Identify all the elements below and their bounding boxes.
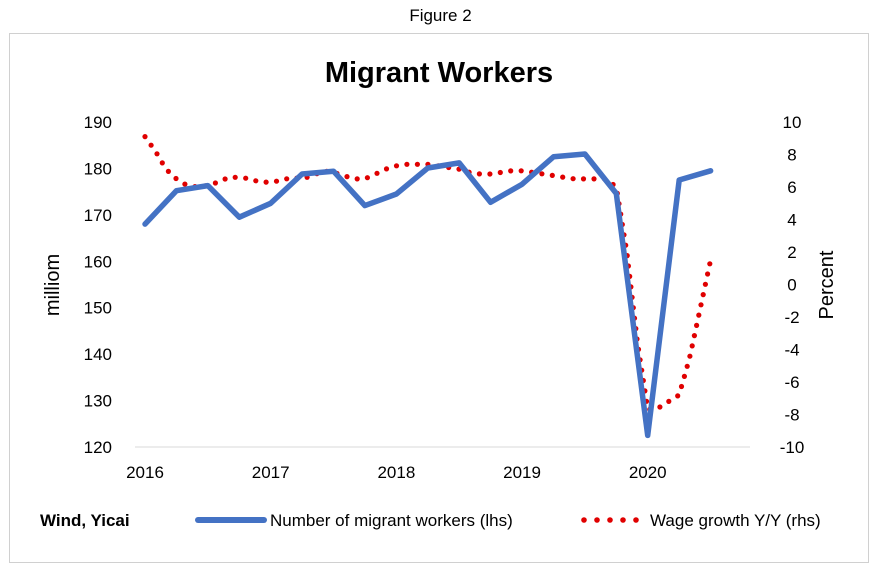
x-tick-label: 2016: [126, 463, 164, 482]
right-axis-title: Percent: [816, 250, 838, 319]
right-tick-label: -8: [784, 406, 799, 425]
wage-point: [657, 404, 663, 410]
source-label: Wind, Yicai: [40, 511, 130, 530]
series-layer: [142, 134, 714, 439]
wage-point: [476, 171, 482, 177]
wage-point: [702, 281, 709, 287]
wage-point: [560, 174, 566, 180]
wage-point: [580, 176, 587, 182]
wage-point: [591, 176, 597, 182]
chart-title: Migrant Workers: [325, 57, 553, 89]
wage-point: [364, 175, 370, 181]
wage-point: [393, 163, 400, 169]
left-tick-label: 170: [84, 206, 112, 225]
wage-point: [508, 168, 514, 174]
left-tick-label: 160: [84, 252, 112, 271]
wage-point: [681, 373, 688, 379]
wage-point: [212, 180, 218, 186]
wage-point: [698, 302, 704, 308]
wage-point: [284, 176, 290, 182]
wage-point: [696, 312, 702, 318]
wage-point: [374, 170, 380, 176]
wage-point: [154, 151, 160, 157]
legend-dot: [594, 517, 600, 523]
wage-point: [675, 393, 681, 399]
x-tick-label: 2017: [252, 463, 290, 482]
workers-line: [142, 151, 714, 439]
left-tick-label: 120: [84, 438, 112, 457]
wage-point: [222, 176, 228, 182]
x-tick-label: 2019: [503, 463, 541, 482]
chart-frame: [9, 33, 869, 563]
x-tick-label: 2020: [629, 463, 667, 482]
wage-point: [142, 134, 148, 140]
right-tick-label: 4: [787, 211, 796, 230]
legend-dot: [607, 517, 613, 523]
right-tick-label: -10: [780, 438, 805, 457]
left-axis-title: milliom: [42, 254, 64, 316]
wage-point: [414, 161, 420, 167]
right-tick-label: -2: [784, 308, 799, 327]
series-migrant-workers: [142, 151, 714, 439]
x-tick-label: 2018: [377, 463, 415, 482]
wage-point: [549, 172, 555, 178]
wage-point: [691, 333, 698, 339]
legend-wages-label: Wage growth Y/Y (rhs): [650, 511, 821, 530]
wage-point: [678, 383, 685, 390]
wage-point: [165, 168, 171, 174]
left-tick-label: 180: [84, 159, 112, 178]
wage-point: [487, 171, 493, 177]
legend-workers-label: Number of migrant workers (lhs): [270, 511, 513, 530]
figure-caption: Figure 2: [409, 6, 472, 25]
right-tick-label: -4: [784, 341, 799, 360]
left-tick-label: 190: [84, 113, 112, 132]
right-tick-label: 8: [787, 146, 796, 165]
wage-point: [684, 363, 690, 369]
wage-point: [273, 178, 280, 184]
wage-point: [687, 353, 693, 359]
wage-point: [700, 292, 706, 298]
legend-wages-swatch: [581, 517, 639, 523]
right-tick-label: -6: [784, 373, 799, 392]
right-axis-ticks: -10 -8 -6 -4 -2 0 2 4 6 8 10: [780, 113, 805, 457]
wage-point: [263, 179, 269, 185]
left-tick-label: 150: [84, 299, 112, 318]
wage-point: [182, 181, 188, 187]
wage-point: [173, 175, 179, 182]
wage-point: [689, 343, 695, 349]
right-tick-label: 10: [783, 113, 802, 132]
wage-point: [666, 398, 672, 404]
wage-point: [232, 174, 238, 180]
left-tick-label: 140: [84, 345, 112, 364]
wage-point: [404, 161, 410, 167]
wage-point: [344, 174, 350, 180]
legend-dot: [581, 517, 587, 523]
right-tick-label: 2: [787, 243, 796, 262]
wage-point: [253, 178, 259, 184]
left-axis-ticks: 120 130 140 150 160 170 180 190: [84, 113, 112, 457]
wage-point: [705, 271, 711, 277]
wage-point: [497, 169, 503, 176]
wage-point: [539, 171, 545, 177]
left-tick-label: 130: [84, 392, 112, 411]
wage-point: [694, 322, 700, 328]
wage-point: [159, 160, 165, 166]
wage-point: [383, 166, 390, 172]
right-tick-label: 6: [787, 178, 796, 197]
legend: Number of migrant workers (lhs) Wage gro…: [195, 511, 821, 530]
x-axis-ticks: 2016 2017 2018 2019 2020: [126, 463, 667, 482]
wage-point: [518, 168, 524, 174]
wage-point: [243, 175, 249, 181]
legend-dot: [620, 517, 626, 523]
wage-point: [570, 176, 576, 182]
legend-dot: [633, 517, 639, 523]
wage-point: [354, 176, 360, 182]
right-tick-label: 0: [787, 276, 796, 295]
wage-point: [707, 261, 713, 267]
wage-point: [148, 142, 154, 148]
